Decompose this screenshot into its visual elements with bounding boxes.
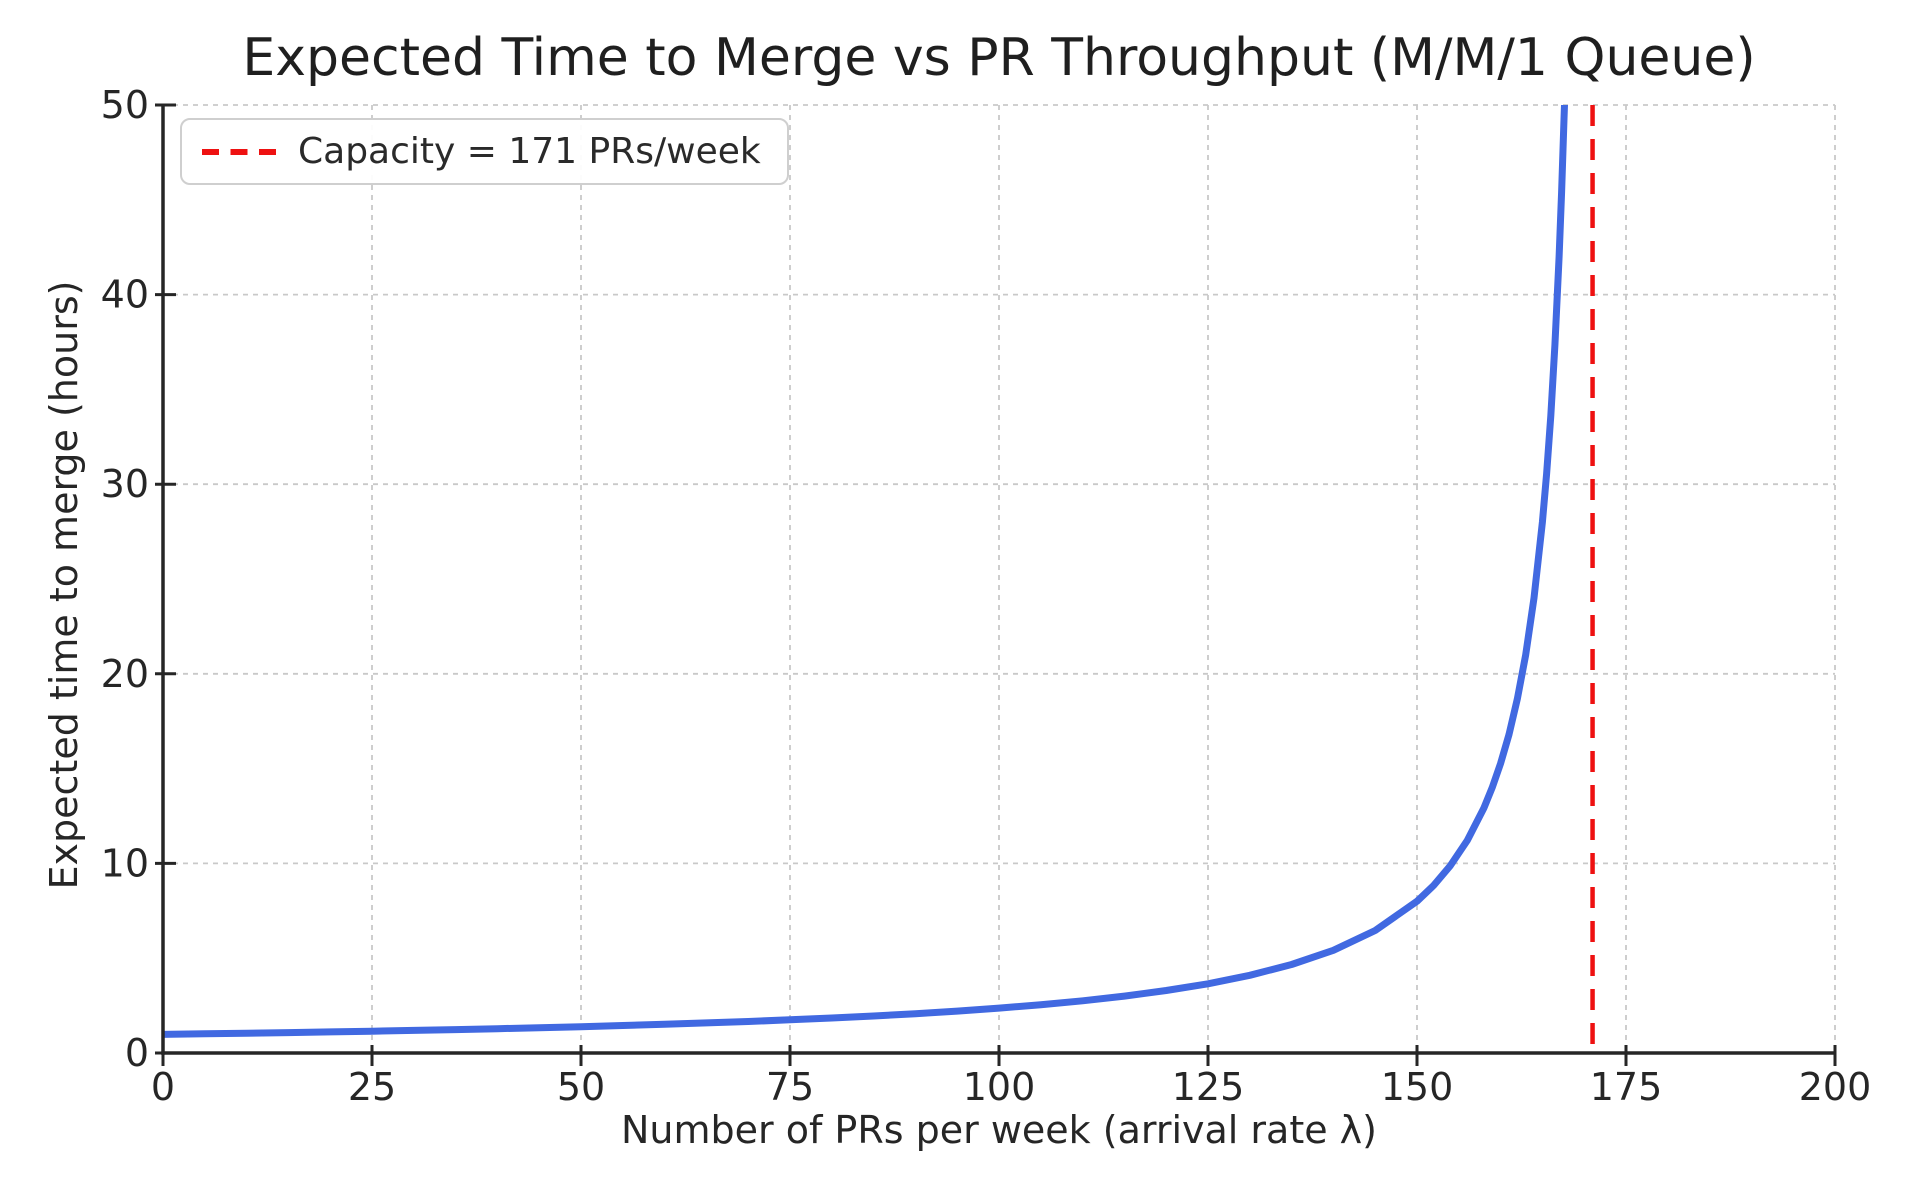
x-tick-label: 175 bbox=[1590, 1065, 1663, 1109]
x-tick-label: 150 bbox=[1381, 1065, 1454, 1109]
y-tick-label: 10 bbox=[101, 841, 149, 885]
chart-title: Expected Time to Merge vs PR Throughput … bbox=[242, 28, 1756, 88]
y-axis-label: Expected time to merge (hours) bbox=[42, 280, 86, 890]
x-tick-label: 200 bbox=[1799, 1065, 1872, 1109]
legend-line-swatch bbox=[202, 148, 276, 155]
x-tick-label: 125 bbox=[1172, 1065, 1245, 1109]
y-tick-label: 20 bbox=[101, 652, 149, 696]
y-tick-label: 0 bbox=[125, 1031, 149, 1075]
y-tick-label: 50 bbox=[101, 83, 149, 127]
x-tick-label: 50 bbox=[557, 1065, 605, 1109]
y-tick-label: 30 bbox=[101, 462, 149, 506]
x-axis-label: Number of PRs per week (arrival rate λ) bbox=[621, 1108, 1377, 1152]
x-tick-label: 75 bbox=[766, 1065, 814, 1109]
x-tick-label: 100 bbox=[963, 1065, 1036, 1109]
legend-label: Capacity = 171 PRs/week bbox=[298, 131, 761, 172]
series-line-expected-time-to-merge bbox=[163, 105, 1568, 1038]
x-tick-label: 0 bbox=[151, 1065, 175, 1109]
legend: Capacity = 171 PRs/week bbox=[180, 118, 789, 185]
y-tick-label: 40 bbox=[101, 273, 149, 317]
x-tick-label: 25 bbox=[348, 1065, 396, 1109]
